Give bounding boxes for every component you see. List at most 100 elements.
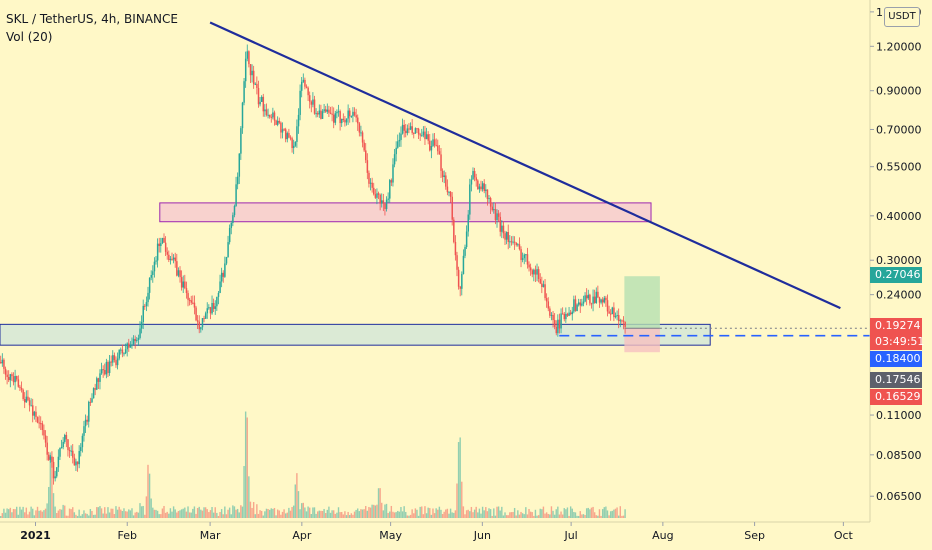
volume-bar (48, 486, 50, 518)
candle-body (216, 296, 218, 307)
candle-body (188, 299, 191, 301)
volume-bar (195, 513, 197, 518)
volume-bar (89, 508, 92, 518)
candle-body (624, 321, 626, 328)
candle-body (160, 243, 162, 247)
candle-body (534, 269, 537, 275)
volume-bar (472, 512, 474, 518)
candle-body (576, 304, 578, 312)
symbol-title[interactable]: SKL / TetherUS, 4h, BINANCE (6, 12, 178, 26)
volume-bar (321, 511, 324, 518)
volume-bar (617, 515, 620, 518)
candle-body (49, 456, 52, 460)
candle-body (621, 320, 623, 322)
candle-body (171, 258, 173, 260)
volume-bar (619, 506, 621, 518)
volume-bar (549, 514, 551, 518)
volume-bar (467, 509, 469, 518)
candle-body (233, 205, 236, 216)
candle-body (547, 301, 550, 309)
volume-bar (208, 512, 210, 518)
volume-bar (84, 513, 87, 518)
volume-bar (96, 507, 98, 518)
volume-bar (523, 514, 525, 518)
candle-body (78, 451, 80, 465)
time-tick-label: Jul (563, 529, 577, 542)
candle-body (102, 369, 104, 371)
volume-bar (147, 464, 149, 518)
volume-bar (292, 505, 295, 518)
volume-bar (563, 508, 565, 518)
volume-bar (246, 417, 248, 518)
price-tag: 0.16529 (870, 389, 922, 405)
currency-button[interactable]: USDT (884, 7, 920, 27)
volume-bar (429, 508, 431, 518)
candle-body (608, 311, 610, 314)
candle-body (286, 133, 289, 140)
volume-bar (373, 504, 375, 518)
volume-bar (497, 506, 500, 518)
candle-body (593, 296, 596, 304)
volume-bar (427, 507, 429, 518)
volume-bar (509, 512, 511, 518)
candle-body (424, 131, 426, 140)
volume-bar (68, 508, 71, 518)
volume-bar (24, 512, 26, 518)
candle-body (137, 337, 140, 341)
candle-body (25, 396, 28, 403)
candle-body (507, 232, 510, 242)
volume-indicator-label[interactable]: Vol (20) (6, 30, 53, 44)
volume-bar (435, 508, 437, 518)
candle-body (336, 111, 338, 114)
volume-bar (99, 506, 101, 518)
price-tick-label: 0.24000 (876, 289, 922, 302)
volume-bar (188, 512, 191, 518)
volume-bar (115, 506, 117, 518)
candle-body (536, 269, 538, 275)
volume-bar (182, 508, 184, 518)
candle-body (483, 183, 486, 191)
candle-body (265, 109, 268, 115)
volume-bar (56, 513, 58, 518)
volume-bar (473, 509, 476, 518)
candle-body (139, 328, 141, 338)
volume-bar (144, 514, 146, 518)
volume-bar (17, 514, 20, 518)
candle-body (454, 241, 457, 256)
volume-bar (8, 509, 10, 518)
volume-bar (491, 515, 493, 518)
volume-bar (409, 514, 412, 518)
volume-bar (176, 512, 178, 518)
volume-bar (393, 512, 396, 518)
volume-bar (6, 508, 8, 518)
volume-bar (571, 508, 573, 518)
volume-bar (377, 488, 380, 518)
candle-body (264, 109, 266, 112)
candle-body (68, 450, 71, 452)
volume-bar (190, 512, 192, 518)
candle-body (107, 362, 109, 374)
volume-bar (46, 503, 48, 518)
volume-bar (349, 515, 351, 518)
volume-bar (257, 513, 260, 518)
candle-body (240, 128, 242, 154)
candle-body (537, 269, 540, 279)
volume-bar (585, 508, 588, 518)
candle-body (470, 179, 473, 185)
volume-bar (533, 515, 535, 518)
candle-body (579, 302, 582, 306)
volume-bar (481, 506, 484, 518)
candle-body (312, 99, 314, 105)
candle-body (521, 258, 524, 260)
candle-body (67, 439, 69, 451)
volume-bar (158, 514, 160, 518)
price-tag: 0.18400 (870, 351, 922, 367)
volume-bar (240, 505, 242, 518)
volume-bar (608, 515, 610, 518)
candle-body (51, 456, 53, 462)
volume-bar (73, 512, 76, 518)
candle-body (89, 401, 92, 403)
volume-bar (241, 506, 244, 518)
volume-bar (313, 507, 316, 518)
